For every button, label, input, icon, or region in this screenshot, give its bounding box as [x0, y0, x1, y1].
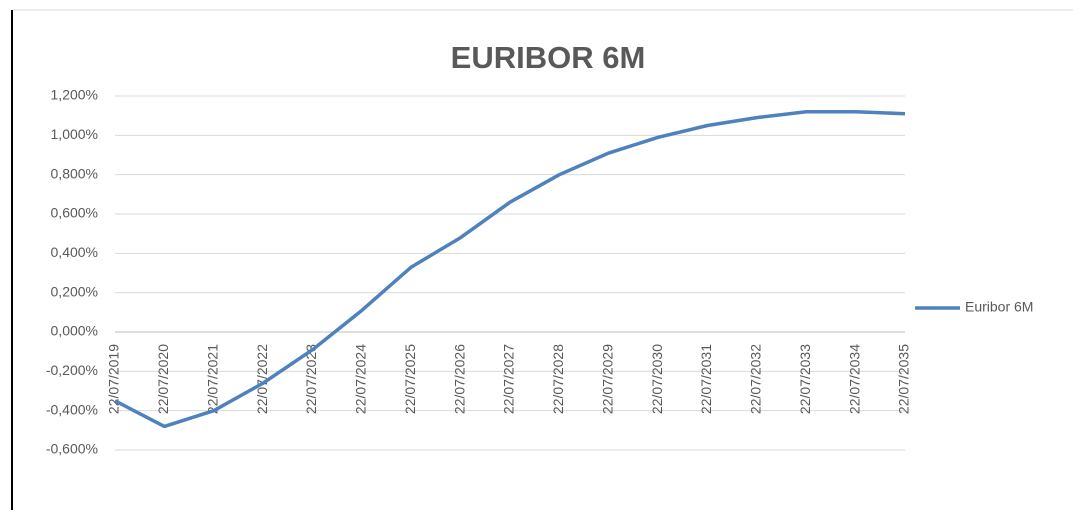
x-tick-label: 22/07/2033: [797, 344, 813, 414]
x-tick-label: 22/07/2031: [698, 344, 714, 414]
x-tick-label: 22/07/2035: [896, 344, 912, 414]
x-tick-label: 22/07/2020: [155, 344, 171, 414]
y-tick-label: -0,400%: [46, 401, 98, 417]
x-tick-label: 22/07/2026: [451, 344, 467, 414]
x-tick-label: 22/07/2027: [501, 344, 517, 414]
x-tick-label: 22/07/2021: [204, 344, 220, 414]
y-tick-label: 0,800%: [51, 165, 98, 181]
y-tick-label: 1,200%: [51, 87, 98, 103]
x-tick-label: 22/07/2030: [649, 344, 665, 414]
x-tick-label: 22/07/2023: [303, 344, 319, 414]
y-tick-label: -0,200%: [46, 362, 98, 378]
x-tick-label: 22/07/2019: [106, 344, 122, 414]
x-tick-label: 22/07/2032: [748, 344, 764, 414]
y-tick-label: 0,600%: [51, 205, 98, 221]
series-line: [114, 109, 906, 429]
y-tick-label: 0,000%: [51, 323, 98, 339]
y-tick-label: 0,200%: [51, 283, 98, 299]
legend-label: Euribor 6M: [965, 299, 1033, 315]
y-tick-label: -0,600%: [46, 441, 98, 457]
x-tick-label: 22/07/2025: [402, 344, 418, 414]
x-tick-label: 22/07/2022: [254, 344, 270, 414]
x-tick-label: 22/07/2034: [846, 344, 862, 414]
x-tick-label: 22/07/2029: [599, 344, 615, 414]
chart-title: EURIBOR 6M: [451, 40, 646, 75]
y-tick-label: 1,000%: [51, 126, 98, 142]
x-tick-label: 22/07/2024: [353, 344, 369, 414]
x-tick-label: 22/07/2028: [550, 344, 566, 414]
y-tick-label: 0,400%: [51, 244, 98, 260]
